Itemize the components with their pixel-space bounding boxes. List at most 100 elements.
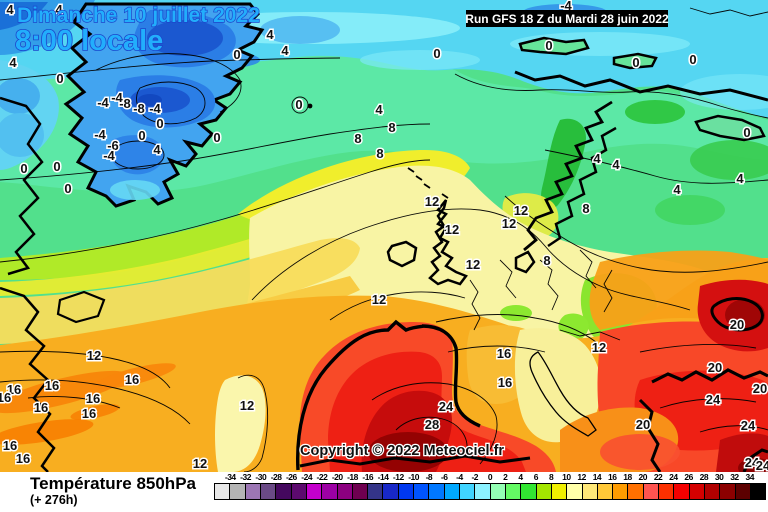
scale-cell [567,484,583,499]
contour-label: 16 [86,391,100,406]
orange-swirl [70,404,120,420]
zone-yellow-2 [0,224,310,296]
scale-tick: -12 [392,472,404,482]
blue-patch [0,113,44,157]
contour-label: 12 [240,398,254,413]
time-label: 8:00 locale [15,25,163,57]
east-maroon [725,299,765,331]
ne-patch [690,140,768,180]
contour-label: 4 [673,182,681,197]
alps-patch [500,305,532,321]
scale-cell [674,484,690,499]
italy-coast [529,351,597,437]
scale-cell [475,484,491,499]
scale-tick: 6 [533,472,539,482]
scale-cell [551,484,568,499]
contour-label: 20 [708,360,722,375]
contour-label: -8 [119,96,131,111]
scale-tick: 22 [653,472,663,482]
contour-label: 12 [193,456,207,471]
contour-label: 12 [425,194,439,209]
contour-label: 4 [266,27,274,42]
contour-label: -4 [111,90,123,105]
blue-patch [0,78,40,114]
contour-label: -4 [94,127,106,142]
contour-label: 0 [545,38,552,53]
scale-cell [368,484,384,499]
contour-label: 12 [372,292,386,307]
scale-tick: -22 [316,472,328,482]
scale-tick: -24 [301,472,313,482]
scale-cell [659,484,675,499]
scale-cell [521,484,537,499]
scale-tick: 12 [577,472,586,482]
scale-tick: 34 [745,472,754,482]
contour-label: 16 [125,372,139,387]
scale-cell [322,484,338,499]
contour-label: 4 [375,102,383,117]
scale-cell [230,484,246,499]
scale-tick: 20 [638,472,648,482]
contour-label: 28 [425,417,439,432]
scale-cell [337,484,353,499]
norway-mountains [541,118,586,209]
scale-cell [444,484,460,499]
scale-tick: 24 [669,472,678,482]
scale-tick: -14 [377,472,389,482]
contour-label: 12 [502,216,516,231]
contour-label: 4 [153,142,161,157]
scale-tick: -2 [471,472,478,482]
contour-label: 0 [213,130,220,145]
contour-label: -4 [103,148,115,163]
scale-tick: 2 [503,472,508,482]
scale-cell [414,484,430,499]
contour-label: 16 [82,406,96,421]
contour-label: 0 [743,125,750,140]
blue-patch [260,16,340,44]
scale-cell [705,484,721,499]
contour-label: -8 [133,101,145,116]
contour-label: 0 [64,181,71,196]
contour-label: 0 [156,116,163,131]
contour-label: 24 [439,399,454,414]
scale-tick: 18 [623,472,632,482]
scale-cell [398,484,415,499]
scale-tick: -6 [440,472,448,482]
contour-label: 4 [281,43,289,58]
scale-cell [628,484,644,499]
scale-cell [613,484,629,499]
contour-label: 0 [53,159,60,174]
cyan-streak [360,50,480,70]
contour-label: -6 [107,138,119,153]
scale-tick: 26 [684,472,693,482]
scale-cell [291,484,307,499]
greenland-cold-core [147,20,223,56]
scale-cell [582,484,598,499]
contour-label: 8 [543,253,550,268]
scale-tick: 10 [562,472,571,482]
scale-cell [536,484,552,499]
scale-cell [735,484,751,499]
date-label: Dimanche 10 juillet 2022 [17,4,260,27]
contour-label: 0 [138,128,145,143]
contour-label: 16 [16,451,30,466]
run-label: Run GFS 18 Z du Mardi 28 juin 2022 [465,12,669,26]
contour-label: -4 [149,101,161,116]
scale-cell [490,484,506,499]
contour-label: 12 [445,222,459,237]
greenland-fringe [110,180,160,200]
run-box [466,10,668,27]
contour-label: 12 [592,340,606,355]
scale-tick: -16 [362,472,374,482]
contour-label: 20 [753,381,767,396]
scale-tick: 0 [487,472,493,482]
contour-label: 0 [20,161,27,176]
contour-label: 24 [745,455,760,470]
forecast-lead-time: (+ 276h) [30,493,78,507]
scale-cell [245,484,261,499]
greenland-cold-3 [112,135,165,175]
scale-tick: 30 [714,472,724,482]
scale-cell [505,484,522,499]
